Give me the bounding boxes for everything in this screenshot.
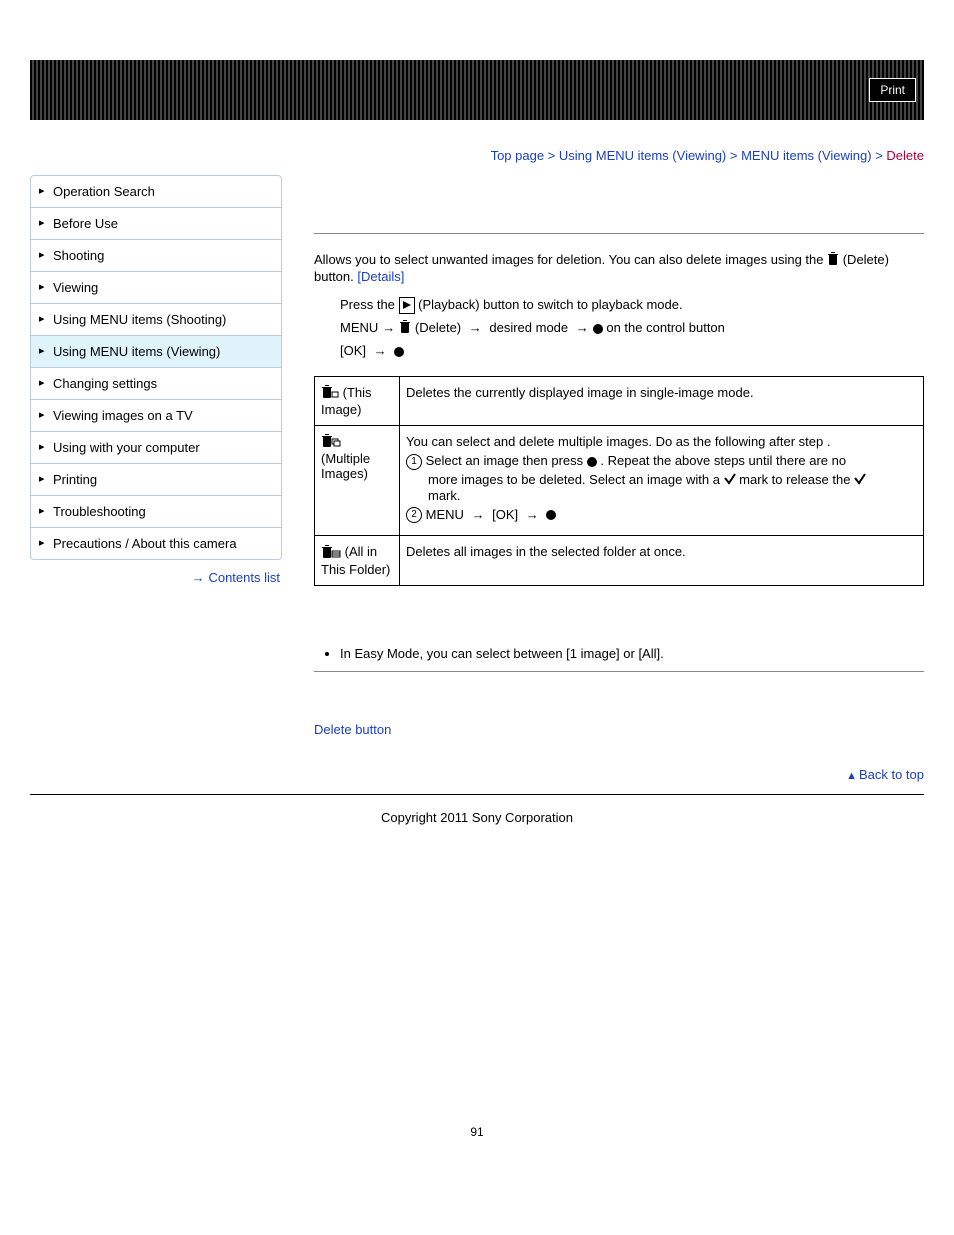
arrow-icon: → [382,320,395,335]
circled-2-icon: 2 [406,507,422,523]
step-3: [OK] → [340,343,924,358]
sidebar-item-viewing[interactable]: Viewing [31,272,281,304]
mode-label-multiple: (Multiple Images) [315,426,400,536]
related-topic: Delete button [314,722,924,737]
sidebar-item-shooting[interactable]: Shooting [31,240,281,272]
contents-list-link[interactable]: Contents list [208,570,280,585]
table-row: (All in This Folder) Deletes all images … [315,536,924,585]
sidebar: Operation Search Before Use Shooting Vie… [30,175,282,560]
table-row: (Multiple Images) You can select and del… [315,426,924,536]
details-link[interactable]: [Details] [357,269,404,284]
center-button-icon [394,347,404,357]
circled-1-icon: 1 [406,454,422,470]
notes: In Easy Mode, you can select between [1 … [340,646,924,661]
contents-list-wrapper: → Contents list [30,560,284,585]
main-content: Allows you to select unwanted images for… [314,173,924,788]
table-row: (This Image) Deletes the currently displ… [315,377,924,426]
arrow-right-icon: → [191,570,204,585]
breadcrumb-sep: > [726,148,741,163]
sidebar-item-troubleshooting[interactable]: Troubleshooting [31,496,281,528]
check-icon [854,473,866,488]
divider [314,233,924,234]
divider [314,671,924,672]
modes-table: (This Image) Deletes the currently displ… [314,376,924,585]
back-to-top-link[interactable]: Back to top [859,767,924,782]
sidebar-item-changing-settings[interactable]: Changing settings [31,368,281,400]
mode-label-this-image: (This Image) [315,377,400,426]
sidebar-item-operation-search[interactable]: Operation Search [31,176,281,208]
trash-all-icon [321,545,341,562]
triangle-up-icon: ▲ [846,770,857,782]
trash-icon [827,252,839,269]
sidebar-item-printing[interactable]: Printing [31,464,281,496]
related-link-delete-button[interactable]: Delete button [314,722,391,737]
playback-icon [399,297,415,314]
sidebar-item-tv[interactable]: Viewing images on a TV [31,400,281,432]
breadcrumb-link-2[interactable]: MENU items (Viewing) [741,148,872,163]
arrow-icon: → [472,507,485,522]
breadcrumb-link-1[interactable]: Using MENU items (Viewing) [559,148,726,163]
sidebar-item-menu-viewing[interactable]: Using MENU items (Viewing) [31,336,281,368]
print-button[interactable]: Print [869,78,916,102]
sidebar-item-precautions[interactable]: Precautions / About this camera [31,528,281,559]
breadcrumb-link-0[interactable]: Top page [491,148,545,163]
header-banner: Print [30,60,924,120]
page-number: 91 [30,1125,924,1139]
arrow-icon: → [576,320,589,335]
breadcrumb-sep: > [544,148,559,163]
sidebar-item-menu-shooting[interactable]: Using MENU items (Shooting) [31,304,281,336]
trash-this-icon [321,385,339,402]
back-to-top: ▲Back to top [314,767,924,782]
intro-text: Allows you to select unwanted images for… [314,252,924,284]
mode-label-all-folder: (All in This Folder) [315,536,400,585]
note-item: In Easy Mode, you can select between [1 … [340,646,924,661]
check-icon [724,473,736,488]
center-button-icon [593,324,603,334]
trash-icon [399,320,411,337]
footer-divider [30,794,924,795]
trash-multi-icon [321,434,341,451]
copyright: Copyright 2011 Sony Corporation [30,802,924,865]
sidebar-item-computer[interactable]: Using with your computer [31,432,281,464]
center-button-icon [587,457,597,467]
arrow-icon: → [374,343,387,358]
mode-desc-this-image: Deletes the currently displayed image in… [400,377,924,426]
breadcrumb: Top page > Using MENU items (Viewing) > … [30,120,924,173]
breadcrumb-current: Delete [886,148,924,163]
breadcrumb-sep: > [872,148,887,163]
step-2: MENU→ (Delete) → desired mode → on the c… [340,320,924,337]
step-list: Press the (Playback) button to switch to… [340,297,924,358]
step-1: Press the (Playback) button to switch to… [340,297,924,314]
mode-desc-multiple: You can select and delete multiple image… [400,426,924,536]
mode-desc-all-folder: Deletes all images in the selected folde… [400,536,924,585]
arrow-icon: → [469,320,482,335]
sidebar-item-before-use[interactable]: Before Use [31,208,281,240]
arrow-icon: → [526,507,539,522]
center-button-icon [546,510,556,520]
